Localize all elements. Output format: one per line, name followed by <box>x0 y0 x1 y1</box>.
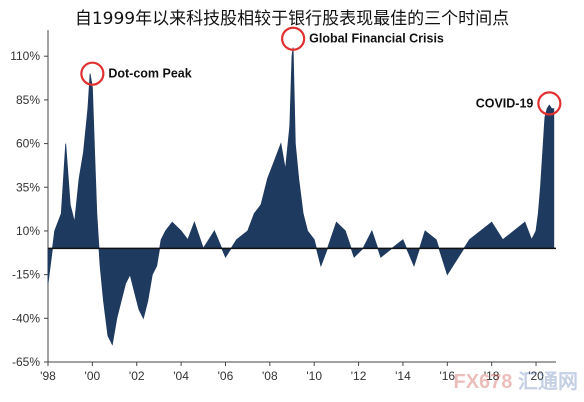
watermark-cn: 汇通网 <box>518 371 578 393</box>
annotation-label: Global Financial Crisis <box>309 32 444 46</box>
annotation-label: Dot-com Peak <box>108 67 191 81</box>
y-tick-label: 60% <box>16 137 40 151</box>
x-tick-label: '08 <box>262 369 278 383</box>
y-tick-label: 110% <box>10 49 40 63</box>
y-tick-label: -15% <box>12 268 40 282</box>
y-tick-label: 10% <box>16 224 40 238</box>
y-tick-label: 35% <box>16 180 40 194</box>
watermark: FX678 汇通网 <box>454 365 579 394</box>
x-tick-label: '16 <box>439 369 455 383</box>
x-tick-label: '18 <box>484 369 500 383</box>
x-tick-label: '10 <box>306 369 322 383</box>
annotation-circle <box>281 26 306 51</box>
y-tick-label: 85% <box>16 93 40 107</box>
y-tick-label: -40% <box>12 311 40 325</box>
x-tick-label: '12 <box>351 369 367 383</box>
x-tick-label: '14 <box>395 369 411 383</box>
watermark-brand: FX678 <box>453 371 513 393</box>
annotation-label: COVID-19 <box>476 96 534 110</box>
chart-title: 自1999年以来科技股相较于银行股表现最佳的三个时间点 <box>74 9 510 29</box>
x-tick-label: '04 <box>173 369 189 383</box>
annotation-circle <box>537 91 562 116</box>
x-tick-label: '20 <box>528 369 544 383</box>
x-tick-label: '02 <box>129 369 145 383</box>
series-area <box>47 47 555 346</box>
x-tick-label: '98 <box>40 369 56 383</box>
x-tick-label: '00 <box>85 369 101 383</box>
y-tick-label: -65% <box>12 355 40 369</box>
annotation-circle <box>80 61 105 86</box>
x-tick-label: '06 <box>218 369 234 383</box>
